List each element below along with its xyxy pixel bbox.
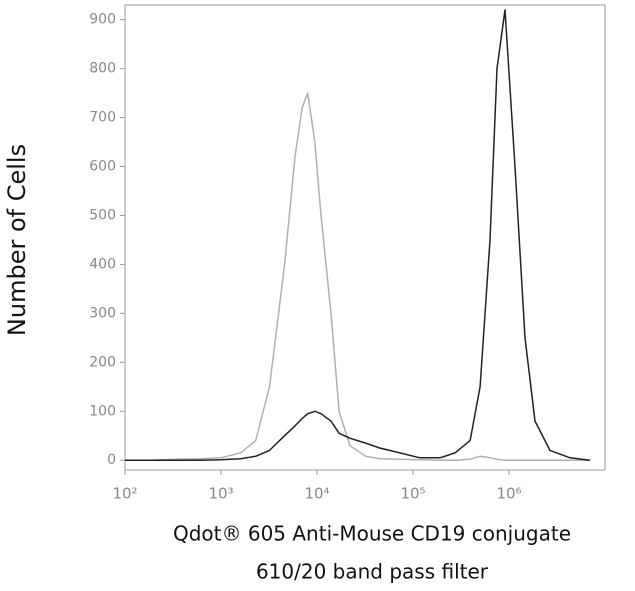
y-tick-label: 100	[89, 403, 116, 419]
histogram-line	[125, 92, 590, 461]
y-tick-label: 600	[89, 159, 116, 175]
y-tick-label: 500	[89, 207, 116, 223]
x-axis-label: 610/20 band pass filter	[256, 560, 489, 584]
x-axis-label: Qdot® 605 Anti-Mouse CD19 conjugate	[173, 522, 571, 546]
x-tick-label: 10³	[208, 485, 233, 503]
x-tick-label: 10⁴	[304, 485, 329, 503]
y-axis-label: Number of Cells	[3, 144, 31, 336]
x-tick-label: 10²	[112, 485, 137, 503]
y-tick-label: 300	[89, 305, 116, 321]
y-tick-label: 0	[107, 452, 116, 468]
y-tick-label: 200	[89, 354, 116, 370]
x-tick-label: 10⁶	[496, 485, 521, 503]
plot-frame	[124, 4, 606, 471]
histogram-line	[125, 9, 591, 461]
y-tick-label: 800	[89, 61, 116, 77]
y-tick-label: 700	[89, 110, 116, 126]
x-tick-label: 10⁵	[400, 485, 425, 503]
y-tick-label: 400	[89, 256, 116, 272]
y-tick-label: 900	[89, 12, 116, 28]
